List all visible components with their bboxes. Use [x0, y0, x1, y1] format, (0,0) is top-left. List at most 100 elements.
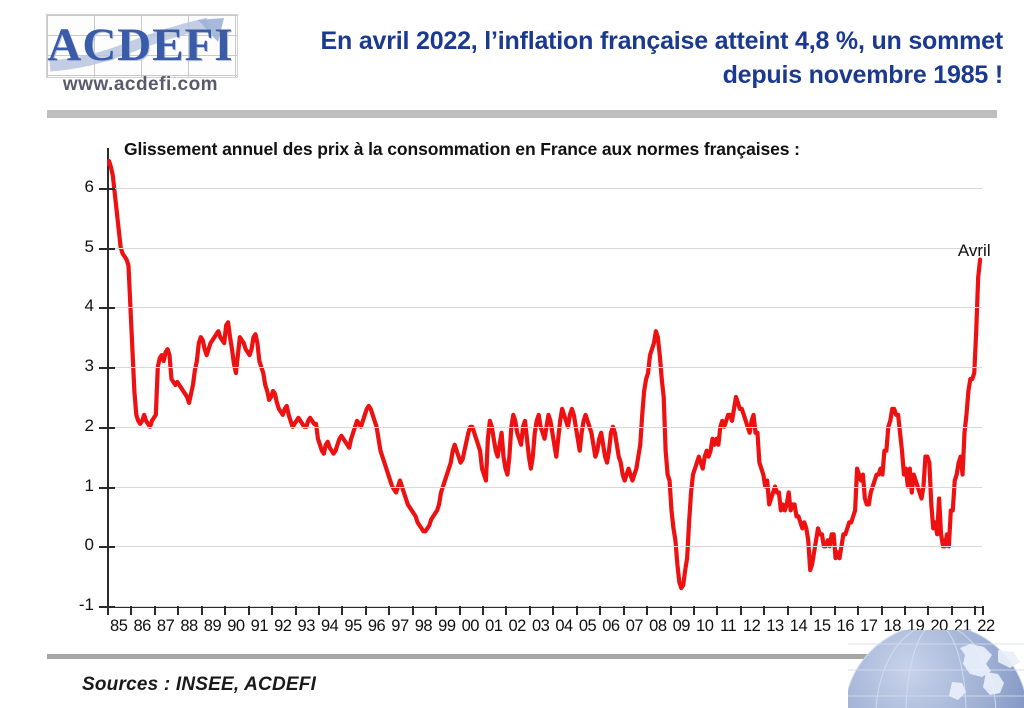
- x-axis-tick-label: 93: [297, 617, 316, 635]
- x-axis-tick-label: 91: [250, 617, 269, 635]
- y-axis-tick-label: 0: [84, 535, 94, 555]
- y-axis-tick: [99, 367, 115, 370]
- x-axis-tick-label: 01: [485, 617, 503, 635]
- x-axis-tick-label: 12: [742, 617, 761, 635]
- logo-wordmark: ACDEFI: [47, 19, 234, 71]
- globe-decoration-icon: [848, 630, 1024, 708]
- x-axis-tick-label: 09: [672, 617, 691, 635]
- sources-label: Sources : INSEE, ACDEFI: [82, 674, 317, 695]
- x-axis-tick-label: 90: [227, 617, 245, 635]
- inflation-line: [107, 158, 982, 591]
- x-axis-tick-label: 85: [110, 617, 128, 635]
- x-axis-tick: [505, 606, 508, 615]
- y-axis-tick-label: -1: [78, 595, 94, 614]
- y-axis-tick: [99, 486, 115, 489]
- x-axis-tick-label: 97: [391, 617, 409, 635]
- x-axis-tick: [880, 606, 883, 615]
- x-axis-tick-label: 16: [836, 617, 855, 635]
- y-axis-tick: [99, 546, 115, 549]
- x-axis-tick-label: 05: [578, 617, 597, 635]
- x-axis-tick: [177, 606, 180, 615]
- y-axis-tick-label: 1: [84, 475, 94, 495]
- x-axis-tick-label: 96: [367, 617, 386, 635]
- y-axis-tick: [99, 187, 115, 190]
- avril-annotation: Avril: [957, 240, 991, 260]
- x-axis-tick: [107, 606, 109, 615]
- x-axis-tick: [622, 606, 625, 615]
- x-axis-tick: [739, 606, 742, 615]
- page-title-line1: En avril 2022, l’inflation française att…: [320, 27, 1004, 55]
- x-axis-tick-label: 86: [133, 617, 151, 635]
- x-axis-tick-label: 04: [555, 617, 573, 635]
- x-axis-tick: [341, 606, 344, 615]
- x-axis-tick: [317, 606, 320, 615]
- x-axis-tick: [294, 606, 297, 615]
- x-axis-tick: [833, 606, 836, 615]
- x-axis-tick: [982, 606, 984, 615]
- logo-arrow-icon: [48, 18, 233, 76]
- plot-area: [107, 152, 982, 607]
- x-axis-tick-label: 22: [977, 617, 995, 635]
- x-axis-tick: [763, 606, 766, 615]
- x-axis-tick: [857, 606, 860, 615]
- gridline: [107, 367, 982, 369]
- x-axis-tick: [200, 606, 203, 615]
- x-axis-tick: [528, 606, 531, 615]
- x-axis-tick: [716, 606, 719, 615]
- x-axis-tick: [247, 606, 250, 615]
- x-axis-tick: [974, 606, 977, 615]
- x-axis-tick-label: 11: [720, 617, 737, 635]
- x-axis-tick-label: 89: [203, 617, 222, 635]
- y-axis-tick-label: 2: [84, 415, 94, 435]
- x-axis-tick: [950, 606, 953, 615]
- x-axis-tick: [388, 606, 391, 615]
- x-axis-tick: [411, 606, 414, 615]
- inflation-line-series: [107, 158, 982, 591]
- header-divider: [47, 110, 997, 118]
- x-axis-tick-label: 88: [180, 617, 198, 635]
- x-axis-tick: [599, 606, 602, 615]
- gridline: [107, 546, 982, 548]
- x-axis-tick-label: 13: [766, 617, 784, 635]
- x-axis-tick-label: 00: [461, 617, 480, 635]
- gridline: [107, 187, 982, 189]
- x-axis-tick-label: 08: [649, 617, 667, 635]
- x-axis-tick-label: 18: [883, 617, 902, 635]
- acdefi-logo: ACDEFI www.acdefi.com: [38, 12, 243, 100]
- x-axis-tick-label: 17: [860, 617, 878, 635]
- y-axis-line: [107, 148, 109, 610]
- chart-container: Glissement annuel des prix à la consomma…: [0, 126, 1024, 646]
- x-axis-tick-label: 94: [320, 617, 339, 635]
- x-axis-tick: [552, 606, 555, 615]
- x-axis-tick: [153, 606, 156, 615]
- gridline: [107, 307, 982, 309]
- x-axis-tick-label: 02: [508, 617, 527, 635]
- x-axis-tick: [810, 606, 813, 615]
- x-axis-tick: [575, 606, 578, 615]
- y-axis-tick: [99, 247, 115, 250]
- x-axis-tick: [927, 606, 930, 615]
- x-axis-tick-label: 03: [531, 617, 550, 635]
- x-axis-tick-label: 87: [156, 617, 175, 635]
- x-axis-tick: [130, 606, 133, 615]
- x-axis-tick: [224, 606, 227, 615]
- x-axis-tick-label: 14: [789, 617, 808, 635]
- chart-title: Glissement annuel des prix à la consomma…: [124, 139, 800, 159]
- x-axis-tick-label: 95: [344, 617, 362, 635]
- x-axis-line: [107, 606, 983, 608]
- x-axis-tick: [482, 606, 485, 615]
- x-axis-tick-label: 07: [625, 617, 644, 635]
- y-axis-labels: -1 0 1 2 3 4 5 6: [48, 126, 94, 626]
- x-axis-tick: [435, 606, 438, 615]
- x-axis-tick: [786, 606, 789, 615]
- x-axis-tick: [458, 606, 461, 615]
- gridline: [107, 426, 982, 428]
- x-axis-tick: [692, 606, 695, 615]
- x-axis-tick-label: 15: [813, 617, 831, 635]
- y-axis-tick-label: 6: [84, 176, 94, 196]
- page-title: En avril 2022, l’inflation française att…: [255, 24, 1004, 92]
- y-axis-tick: [99, 307, 115, 310]
- page-header: ACDEFI www.acdefi.com En avril 2022, l’i…: [0, 0, 1024, 104]
- x-axis-tick: [271, 606, 274, 615]
- gridline: [107, 486, 982, 488]
